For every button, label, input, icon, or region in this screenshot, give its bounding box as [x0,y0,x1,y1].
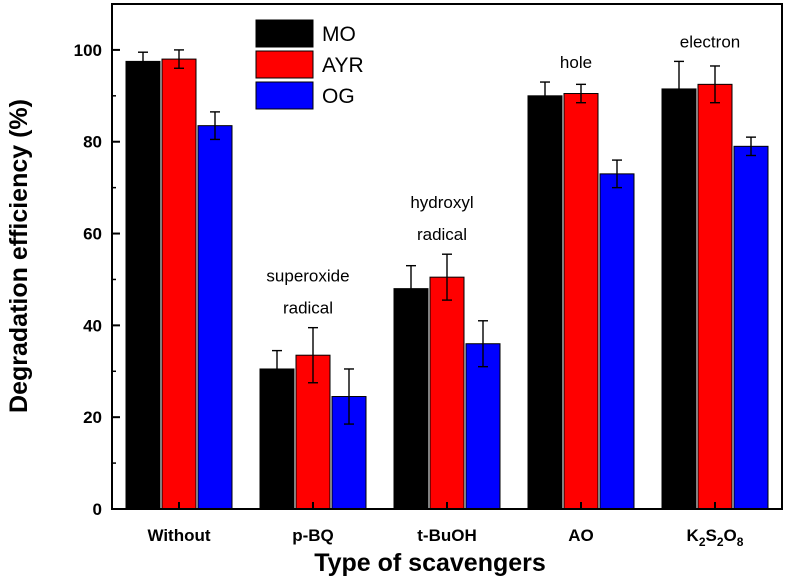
annotation-k2s2o8-0: electron [680,32,740,51]
error-bar-og-1 [344,368,354,425]
error-bar-ayr-2 [442,253,452,301]
bar-mo-0 [125,60,161,510]
error-bar-og-4 [746,136,756,157]
error-bar-ayr-3 [576,83,586,104]
x-tick-label: K2S2O8 [687,526,744,549]
error-bars-layer [138,49,756,425]
error-bar-og-0 [210,111,220,141]
error-bar-og-3 [612,159,622,189]
y-tick-label: 20 [83,408,102,427]
legend-label-og: OG [322,85,355,108]
bar-mo-3 [527,95,563,510]
bar-og-0 [197,125,233,510]
legend: MO AYR OG [255,19,364,110]
error-bar-mo-2 [406,264,416,313]
bar-mo-4 [661,88,697,510]
x-axis-title: Type of scavengers [314,549,546,577]
y-tick-label: 0 [93,500,102,519]
y-tick-label: 100 [74,41,102,60]
annotation-ao-0: hole [560,53,592,72]
y-tick-label: 60 [83,225,102,244]
error-bar-mo-1 [272,349,282,389]
error-bar-mo-3 [540,81,550,111]
legend-swatch-og [255,81,314,110]
bar-ayr-3 [563,93,599,510]
annotation-p-bq-0: superoxide [266,267,349,286]
x-axis: Without p-BQ t-BuOH AO K2S2O8 [147,502,744,549]
x-tick-label: t-BuOH [417,526,476,545]
legend-label-ayr: AYR [322,54,364,77]
x-tick-label: AO [568,526,594,545]
annotation-p-bq-1: radical [283,299,333,318]
error-bar-mo-4 [674,60,684,118]
legend-label-mo: MO [322,23,356,46]
x-tick-label: Without [147,526,210,545]
bar-og-2 [465,343,501,510]
bar-ayr-4 [697,83,733,510]
legend-swatch-ayr [255,50,314,79]
y-tick-label: 40 [83,316,102,335]
y-tick-label: 80 [83,133,102,152]
bar-og-3 [599,173,635,510]
bar-ayr-0 [161,58,197,510]
y-axis-title: Degradation efficiency (%) [5,99,33,413]
bar-ayr-2 [429,276,465,510]
annotations-layer: superoxide radical hydroxyl radical hole elec… [266,32,740,317]
error-bar-ayr-0 [174,49,184,69]
bar-og-4 [733,145,769,510]
bar-mo-1 [259,368,295,510]
bar-mo-2 [393,288,429,510]
error-bar-og-2 [478,320,488,368]
error-bar-mo-0 [138,51,148,72]
annotation-t-buoh-1: radical [417,225,467,244]
legend-swatch-mo [255,19,314,48]
annotation-t-buoh-0: hydroxyl [410,193,473,212]
x-tick-label: p-BQ [292,526,334,545]
y-axis: 0 20 40 60 80 100 [74,41,120,519]
error-bar-ayr-4 [710,65,720,104]
error-bar-ayr-1 [308,326,318,384]
bars-layer [125,58,769,510]
